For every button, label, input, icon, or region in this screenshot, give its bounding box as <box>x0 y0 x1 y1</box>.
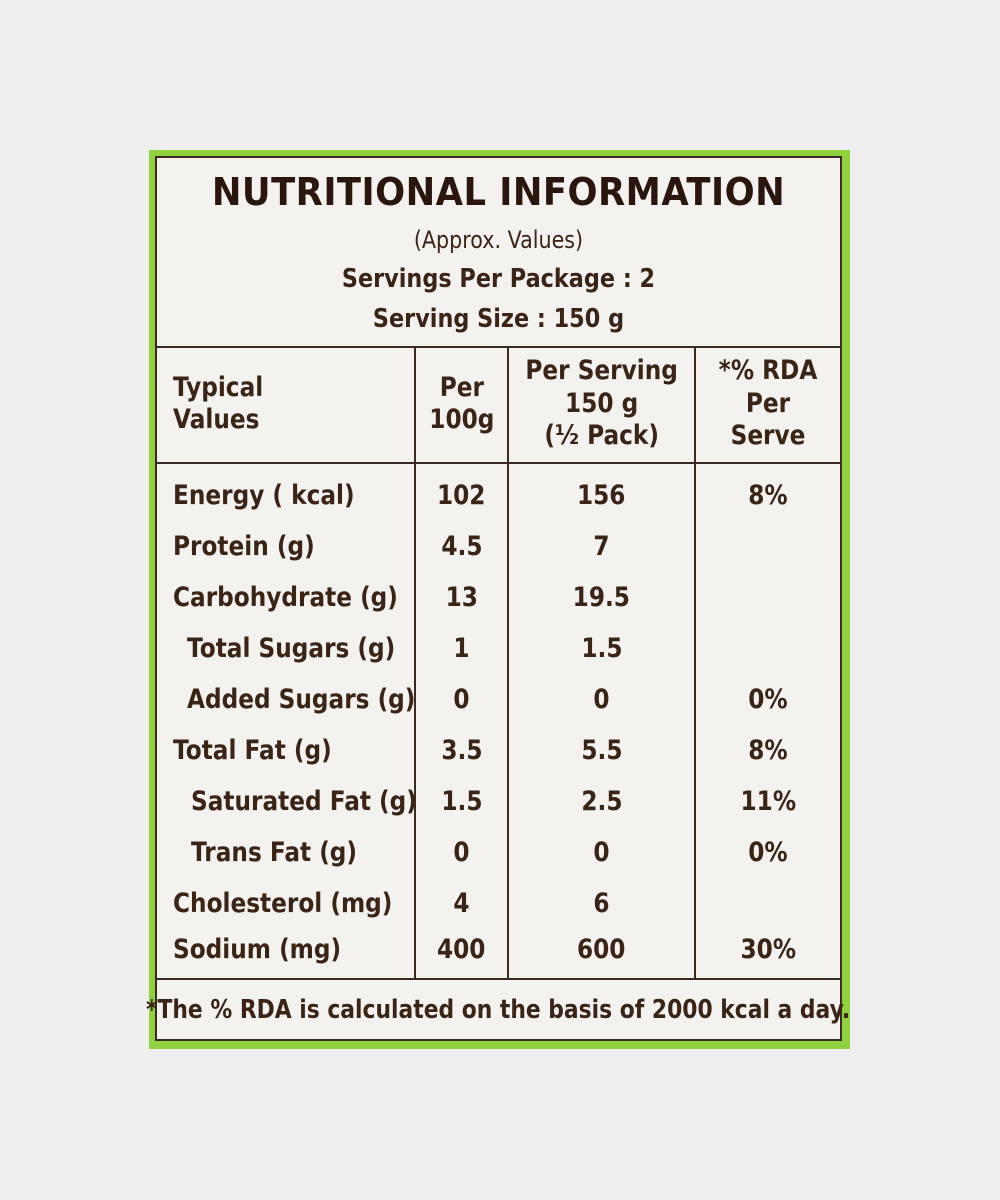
value-per-100g: 102 <box>437 480 486 511</box>
value-per-serving: 156 <box>577 480 626 511</box>
table-row: Total Fat (g) 3.5 5.5 8% <box>157 725 840 776</box>
value-rda <box>696 572 840 623</box>
rda-footnote: *The % RDA is calculated on the basis of… <box>146 994 851 1025</box>
table-row: Total Sugars (g) 1 1.5 <box>157 623 840 674</box>
value-per-serving: 1.5 <box>580 633 623 664</box>
value-per-serving: 7 <box>593 531 610 562</box>
value-per-100g: 13 <box>445 582 478 613</box>
value-rda <box>696 878 840 929</box>
header-per-serving: Per Serving 150 g (½ Pack) <box>525 355 678 452</box>
nutrient-name: Sodium (mg) <box>173 934 342 965</box>
nutrient-name: Cholesterol (mg) <box>173 888 393 919</box>
nutrient-name: Total Sugars (g) <box>187 633 396 664</box>
column-divider <box>414 346 416 978</box>
value-per-serving: 5.5 <box>580 735 623 766</box>
table-row: Protein (g) 4.5 7 <box>157 521 840 572</box>
table-row: Trans Fat (g) 0 0 0% <box>157 827 840 878</box>
serving-size: Serving Size : 150 g <box>372 304 625 334</box>
nutrient-name: Energy ( kcal) <box>173 480 355 511</box>
nutrient-name: Carbohydrate (g) <box>173 582 398 613</box>
value-per-100g: 4 <box>453 888 470 919</box>
column-divider <box>694 346 696 978</box>
value-rda: 8% <box>748 480 788 511</box>
nutrition-label-card: NUTRITIONAL INFORMATION (Approx. Values)… <box>146 156 851 1041</box>
value-per-serving: 0 <box>593 684 610 715</box>
table-row: Cholesterol (mg) 4 6 <box>157 878 840 929</box>
value-rda <box>696 521 840 572</box>
table-header-row: Typical Values Per 100g Per Serving 150 … <box>157 346 840 464</box>
table-row: Added Sugars (g) 0 0 0% <box>157 674 840 725</box>
value-per-100g: 3.5 <box>440 735 483 766</box>
value-per-100g: 0 <box>453 684 470 715</box>
value-per-100g: 0 <box>453 837 470 868</box>
nutrient-name: Protein (g) <box>173 531 315 562</box>
header-rda-per-serve: *% RDA Per Serve <box>718 355 818 452</box>
value-per-serving: 6 <box>593 888 610 919</box>
table-row: Carbohydrate (g) 13 19.5 <box>157 572 840 623</box>
value-per-serving: 0 <box>593 837 610 868</box>
table-row: Energy ( kcal) 102 156 8% <box>157 470 840 521</box>
value-per-100g: 400 <box>437 934 486 965</box>
label-header: NUTRITIONAL INFORMATION (Approx. Values)… <box>157 158 840 348</box>
header-per-100g: Per 100g <box>428 371 495 435</box>
value-rda: 30% <box>740 934 796 965</box>
nutrient-name: Saturated Fat (g) <box>191 786 417 817</box>
nutrient-name: Added Sugars (g) <box>187 684 416 715</box>
value-per-serving: 2.5 <box>580 786 623 817</box>
nutrient-name: Total Fat (g) <box>173 735 332 766</box>
value-per-serving: 600 <box>577 934 626 965</box>
table-body: Energy ( kcal) 102 156 8% Protein (g) 4.… <box>157 464 840 980</box>
nutrient-name: Trans Fat (g) <box>191 837 358 868</box>
value-rda: 0% <box>748 837 788 868</box>
column-divider <box>507 346 509 978</box>
value-per-100g: 1 <box>453 633 470 664</box>
value-rda: 0% <box>748 684 788 715</box>
label-subtitle: (Approx. Values) <box>413 226 584 254</box>
value-rda: 8% <box>748 735 788 766</box>
value-per-100g: 4.5 <box>440 531 483 562</box>
value-per-100g: 1.5 <box>440 786 483 817</box>
header-typical-values: Typical Values <box>173 371 264 435</box>
table-row: Saturated Fat (g) 1.5 2.5 11% <box>157 776 840 827</box>
servings-per-package: Servings Per Package : 2 <box>341 264 656 294</box>
value-rda <box>696 623 840 674</box>
value-rda: 11% <box>740 786 796 817</box>
value-per-serving: 19.5 <box>572 582 631 613</box>
table-row: Sodium (mg) 400 600 30% <box>157 924 840 975</box>
label-green-frame: NUTRITIONAL INFORMATION (Approx. Values)… <box>146 150 851 1049</box>
label-title: NUTRITIONAL INFORMATION <box>211 170 786 214</box>
